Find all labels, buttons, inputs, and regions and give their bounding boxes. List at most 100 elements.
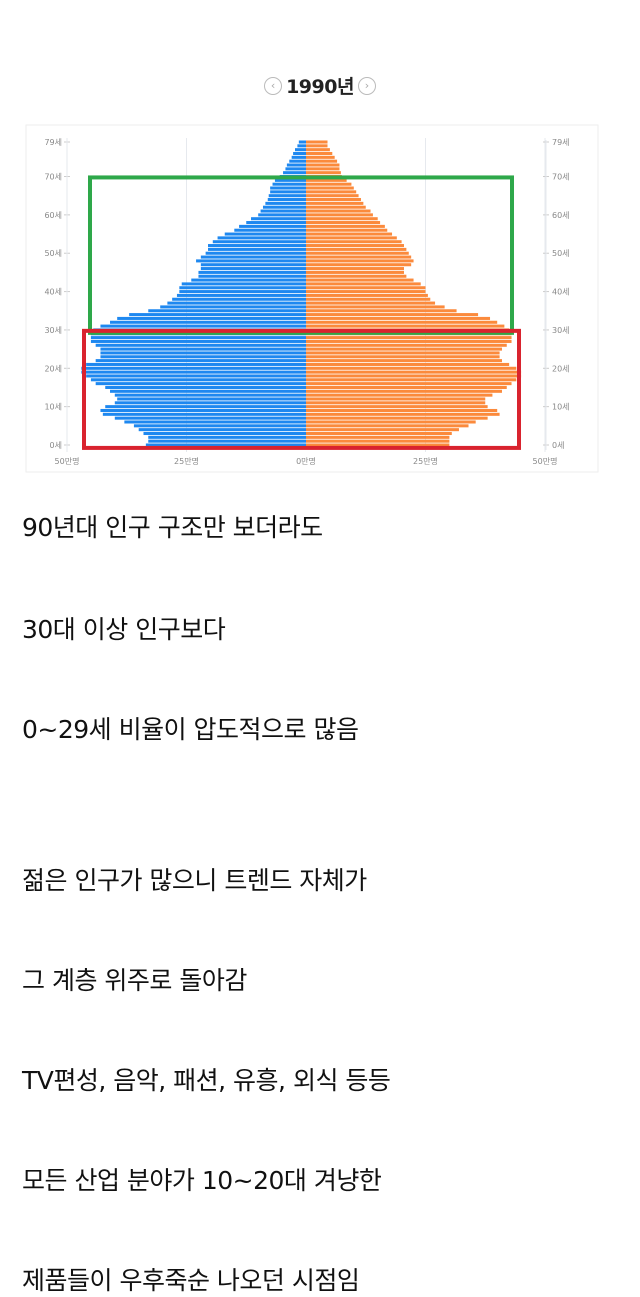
bar-left xyxy=(114,393,306,397)
bar-left xyxy=(138,428,306,432)
bar-left xyxy=(260,209,306,213)
post-line: TV편성, 음악, 패션, 유흥, 외식 등등 xyxy=(22,1066,391,1095)
age-tick-left: 50세 xyxy=(44,249,62,258)
bar-left xyxy=(176,293,306,297)
bar-right xyxy=(306,408,498,412)
bar-right xyxy=(306,320,498,324)
bar-right xyxy=(306,416,488,420)
bar-left xyxy=(200,267,306,271)
bar-left xyxy=(196,259,306,263)
bar-left xyxy=(100,351,307,355)
bar-left xyxy=(295,148,306,152)
bar-left xyxy=(117,316,306,320)
bar-left xyxy=(251,217,306,221)
bar-right xyxy=(306,255,412,259)
bar-right xyxy=(306,297,431,301)
x-tick-label: 50만명 xyxy=(55,456,80,466)
bar-right xyxy=(306,228,388,232)
bar-left xyxy=(117,397,306,401)
bar-right xyxy=(306,263,412,267)
bar-right xyxy=(306,347,502,351)
bar-right xyxy=(306,270,404,274)
age-tick-left: 40세 xyxy=(44,288,62,297)
age-tick-right: 70세 xyxy=(552,173,570,182)
bar-left xyxy=(267,198,306,202)
bar-left xyxy=(102,412,306,416)
bar-left xyxy=(200,255,306,259)
bar-left xyxy=(86,374,307,378)
bar-right xyxy=(306,370,522,374)
bar-right xyxy=(306,385,507,389)
bar-left xyxy=(148,309,306,313)
bar-right xyxy=(306,282,421,286)
bar-right xyxy=(306,244,404,248)
prev-year-button[interactable]: ‹ xyxy=(264,76,283,95)
bar-right xyxy=(306,420,476,424)
bar-right xyxy=(306,144,328,148)
bar-right xyxy=(306,182,352,186)
bar-right xyxy=(306,186,354,190)
bar-left xyxy=(86,362,307,366)
bar-left xyxy=(81,366,306,370)
population-pyramid-chart: 0세 0세 10세 10세 20세 20세 30세 30세 40세 40세 50세 50세 60세 60세… xyxy=(25,124,599,473)
age-tick-right: 50세 xyxy=(552,249,570,258)
bar-right xyxy=(306,217,378,221)
bar-left xyxy=(145,443,306,447)
bar-right xyxy=(306,313,479,317)
bar-right xyxy=(306,290,426,294)
bar-right xyxy=(306,201,364,205)
bar-right xyxy=(306,140,328,144)
bar-left xyxy=(270,186,306,190)
bar-right xyxy=(306,251,409,255)
bar-left xyxy=(258,213,306,217)
bar-right xyxy=(306,213,373,217)
bar-left xyxy=(114,401,306,405)
bar-right xyxy=(306,194,359,198)
bar-right xyxy=(306,247,407,251)
bar-right xyxy=(306,178,347,182)
bar-right xyxy=(306,267,404,271)
bar-left xyxy=(285,167,306,171)
bar-left xyxy=(212,240,306,244)
bar-left xyxy=(148,435,306,439)
bar-right xyxy=(306,286,426,290)
age-tick-left: 30세 xyxy=(44,326,62,335)
bar-right xyxy=(306,343,507,347)
bar-left xyxy=(100,347,307,351)
post-line: 90년대 인구 구조만 보더라도 xyxy=(22,513,323,542)
age-tick-left: 79세 xyxy=(44,138,62,147)
x-tick-label: 25만명 xyxy=(174,456,199,466)
bar-right xyxy=(306,382,512,386)
age-tick-right: 30세 xyxy=(552,326,570,335)
age-tick-right: 20세 xyxy=(552,364,570,373)
bar-left xyxy=(291,155,306,159)
bar-left xyxy=(274,178,306,182)
bar-right xyxy=(306,336,512,340)
chart-title: 1990년 xyxy=(286,76,354,98)
bar-left xyxy=(200,263,306,267)
bar-left xyxy=(298,140,306,144)
bar-right xyxy=(306,240,402,244)
age-tick-right: 0세 xyxy=(552,441,564,450)
x-tick-label: 50만명 xyxy=(533,456,558,466)
bar-right xyxy=(306,428,459,432)
bar-right xyxy=(306,435,450,439)
bar-left xyxy=(110,320,307,324)
bar-left xyxy=(90,336,307,340)
bar-left xyxy=(217,236,306,240)
bar-left xyxy=(272,182,306,186)
bar-right xyxy=(306,148,330,152)
bar-right xyxy=(306,316,491,320)
bar-right xyxy=(306,293,428,297)
bar-left xyxy=(198,270,306,274)
bar-right xyxy=(306,163,340,167)
bar-right xyxy=(306,209,371,213)
bar-left xyxy=(205,251,306,255)
bar-right xyxy=(306,401,486,405)
bar-right xyxy=(306,366,517,370)
bar-left xyxy=(179,290,306,294)
age-tick-right: 40세 xyxy=(552,288,570,297)
bar-left xyxy=(95,359,307,363)
next-year-button[interactable]: › xyxy=(357,76,376,95)
bar-left xyxy=(262,205,306,209)
